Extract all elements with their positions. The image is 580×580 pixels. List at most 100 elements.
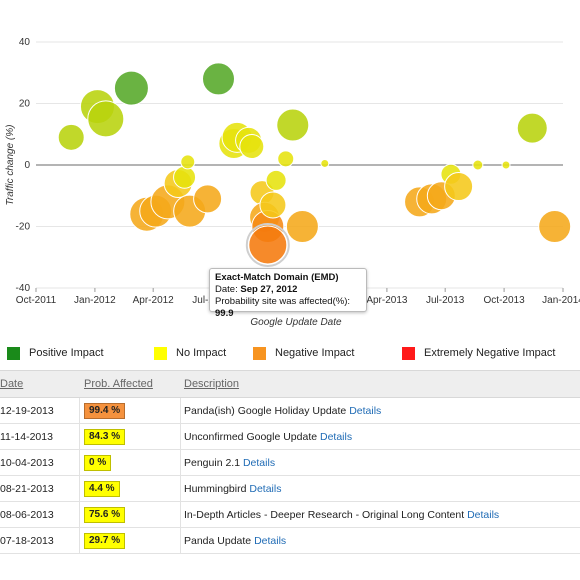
data-point[interactable]: [501, 160, 511, 170]
x-tick-label: Oct-2011: [16, 295, 57, 306]
details-link[interactable]: Details: [349, 405, 382, 417]
data-point[interactable]: [87, 100, 125, 138]
data-point[interactable]: [259, 191, 287, 219]
details-link[interactable]: Details: [242, 457, 276, 469]
data-point[interactable]: [173, 165, 197, 189]
cell-description: Panda Update Details: [184, 535, 286, 547]
table-row: 08-21-2013 4.4 % Hummingbird Details: [0, 476, 580, 502]
tooltip-date-label: Date:: [215, 284, 241, 295]
updates-table: Date Prob. Affected Description 12-19-20…: [0, 370, 580, 554]
legend-swatch-extremely-negative: [402, 346, 415, 360]
prob-badge: 29.7 %: [84, 533, 126, 549]
data-point[interactable]: [201, 62, 235, 96]
cell-description: In-Depth Articles - Deeper Research - Or…: [184, 509, 499, 521]
column-header-date[interactable]: Date: [0, 378, 24, 390]
x-tick-label: Apr-2013: [366, 295, 408, 306]
cell-date: 07-18-2013: [0, 535, 54, 547]
data-point[interactable]: [277, 150, 295, 168]
x-tick-label: Apr-2012: [133, 295, 175, 306]
y-tick-label: 40: [19, 37, 31, 48]
data-point[interactable]: [472, 159, 484, 171]
column-header-prob-affected[interactable]: Prob. Affected: [84, 378, 153, 390]
tooltip-prob-value: 99.9: [215, 308, 234, 319]
cell-prob-affected: 84.3 %: [79, 424, 181, 449]
data-point[interactable]: [239, 134, 265, 160]
tooltip-prob-label: Probability site was affected(%):: [215, 296, 350, 307]
y-tick-label: -40: [16, 283, 31, 294]
legend-item-negative[interactable]: Negative Impact: [253, 345, 354, 361]
chart-legend: Positive Impact No Impact Negative Impac…: [0, 342, 580, 364]
y-tick-label: -20: [16, 222, 31, 233]
data-point[interactable]: [193, 184, 223, 214]
prob-badge: 99.4 %: [84, 403, 126, 419]
data-point[interactable]: [320, 158, 330, 168]
cell-date: 11-14-2013: [0, 431, 53, 443]
legend-label-positive: Positive Impact: [29, 347, 104, 359]
prob-badge: 75.6 %: [84, 507, 126, 523]
legend-label-extremely-negative: Extremely Negative Impact: [424, 347, 556, 359]
table-body: 12-19-2013 99.4 % Panda(ish) Google Holida…: [0, 398, 580, 554]
table-header: Date Prob. Affected Description: [0, 370, 580, 398]
legend-swatch-positive: [7, 346, 20, 360]
cell-description: Hummingbird Details: [184, 483, 281, 495]
cell-date: 12-19-2013: [0, 405, 54, 417]
table-row: 08-06-2013 75.6 % In-Depth Articles - Deep…: [0, 502, 580, 528]
y-tick-label: 0: [24, 160, 30, 171]
details-link[interactable]: Details: [249, 483, 282, 495]
tooltip-date: Date: Sep 27, 2012: [215, 284, 361, 296]
legend-item-no-impact[interactable]: No Impact: [154, 345, 226, 361]
legend-label-no-impact: No Impact: [176, 347, 227, 359]
data-point[interactable]: [248, 225, 288, 265]
cell-prob-affected: 0 %: [79, 450, 181, 475]
description-text: Unconfirmed Google Update: [184, 431, 320, 443]
data-point[interactable]: [57, 123, 85, 151]
table-row: 11-14-2013 84.3 % Unconfirmed Google Updat…: [0, 424, 580, 450]
prob-badge: 84.3 %: [84, 429, 126, 445]
cell-prob-affected: 75.6 %: [79, 502, 181, 527]
tooltip-title: Exact-Match Domain (EMD): [215, 272, 339, 283]
chart-tooltip: Exact-Match Domain (EMD) Date: Sep 27, 2…: [209, 268, 367, 319]
data-point[interactable]: [538, 210, 572, 243]
legend-swatch-no-impact: [154, 346, 167, 360]
y-axis-title: Traffic change (%): [5, 125, 16, 206]
x-tick-label: Oct-2013: [484, 295, 526, 306]
data-point[interactable]: [444, 172, 474, 202]
description-text: Hummingbird: [184, 483, 250, 495]
prob-badge: 0 %: [84, 455, 112, 471]
cell-description: Panda(ish) Google Holiday Update Details: [184, 405, 381, 417]
data-point[interactable]: [265, 169, 287, 191]
cell-date: 08-21-2013: [0, 483, 54, 495]
tooltip-probability: Probability site was affected(%): 99.9: [215, 296, 361, 320]
data-point[interactable]: [276, 108, 310, 142]
x-tick-label: Jul-2013: [426, 295, 465, 306]
details-link[interactable]: Details: [320, 431, 353, 443]
table-row: 12-19-2013 99.4 % Panda(ish) Google Holida…: [0, 398, 580, 424]
cell-description: Unconfirmed Google Update Details: [184, 431, 352, 443]
legend-item-positive[interactable]: Positive Impact: [7, 345, 104, 361]
cell-prob-affected: 99.4 %: [79, 398, 181, 423]
hover-ring: [245, 222, 290, 267]
legend-item-extremely-negative[interactable]: Extremely Negative Impact: [402, 345, 555, 361]
cell-prob-affected: 4.4 %: [79, 476, 181, 501]
cell-date: 08-06-2013: [0, 509, 54, 521]
legend-label-negative: Negative Impact: [275, 347, 355, 359]
cell-description: Penguin 2.1 Details: [184, 457, 275, 469]
table-row: 10-04-2013 0 % Penguin 2.1 Details: [0, 450, 580, 476]
column-header-description[interactable]: Description: [184, 378, 240, 390]
description-text: Penguin 2.1: [184, 457, 243, 469]
y-tick-label: 20: [19, 99, 31, 110]
data-point[interactable]: [516, 112, 548, 144]
x-tick-label: Jan-2012: [74, 295, 116, 306]
table-row: 07-18-2013 29.7 % Panda Update Details: [0, 528, 580, 554]
data-point[interactable]: [285, 210, 319, 243]
details-link[interactable]: Details: [254, 535, 287, 547]
description-text: Panda Update: [184, 535, 255, 547]
details-link[interactable]: Details: [467, 509, 500, 521]
data-point[interactable]: [113, 70, 149, 106]
x-tick-label: Jan-2014: [542, 295, 580, 306]
prob-badge: 4.4 %: [84, 481, 120, 497]
legend-swatch-negative: [253, 346, 266, 360]
description-text: Panda(ish) Google Holiday Update: [184, 405, 350, 417]
data-point[interactable]: [180, 154, 196, 170]
